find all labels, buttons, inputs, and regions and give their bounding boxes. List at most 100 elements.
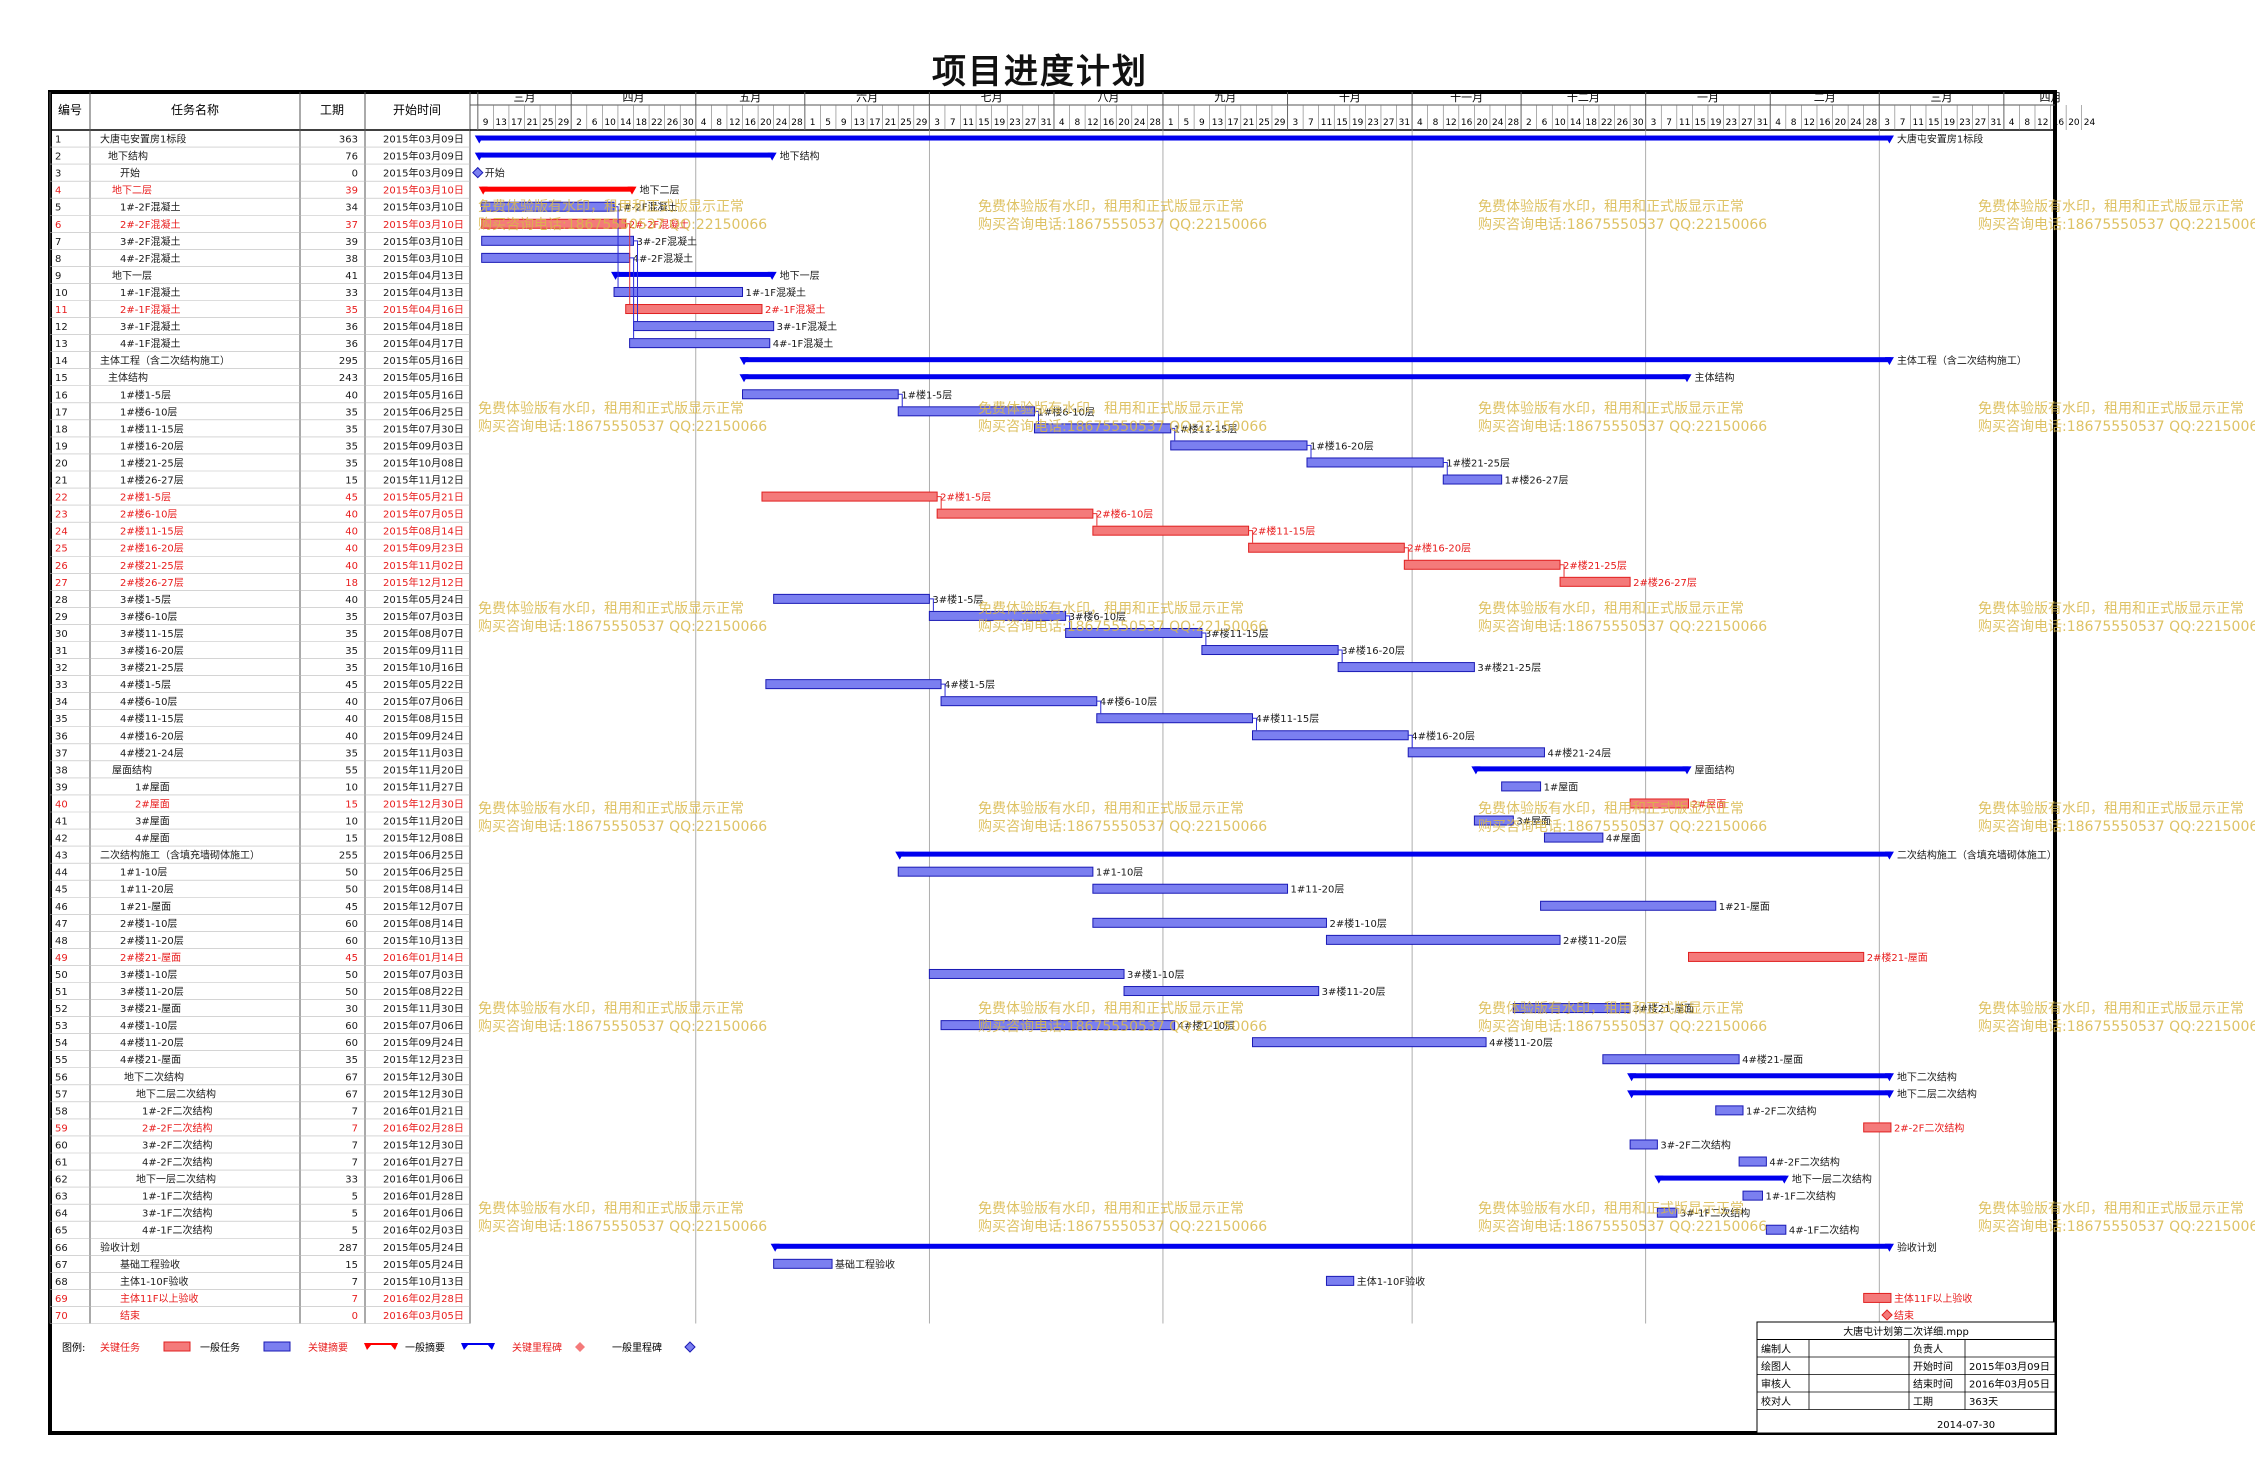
- task-name: 2#楼26-27层: [120, 576, 184, 589]
- gantt-bar: [1543, 832, 1604, 843]
- day-tick-label: 20: [760, 118, 772, 128]
- gantt-bar: [1092, 917, 1327, 928]
- bar-label: 4#楼11-20层: [1489, 1036, 1553, 1049]
- month-label: 五月: [739, 91, 761, 104]
- task-start: 2016年01月06日: [383, 1173, 464, 1186]
- day-tick-label: 3: [1651, 118, 1657, 128]
- bar-label: 3#楼1-10层: [1127, 968, 1184, 981]
- task-name: 3#-1F二次结构: [142, 1207, 212, 1220]
- bar-label: 1#-2F二次结构: [1746, 1104, 1816, 1117]
- task-duration: 60: [345, 936, 358, 947]
- summary-cap: [739, 357, 749, 366]
- task-duration: 40: [345, 595, 358, 606]
- task-start: 2015年10月16日: [383, 661, 464, 674]
- task-id: 65: [55, 1226, 68, 1237]
- day-tick-label: 12: [1445, 118, 1456, 128]
- gantt-bar: [629, 338, 771, 349]
- task-duration: 37: [345, 220, 358, 231]
- task-name: 1#楼6-10层: [120, 405, 177, 418]
- task-duration: 15: [345, 476, 358, 487]
- bar-label: 2#-2F混凝土: [629, 218, 689, 231]
- task-start: 2015年11月03日: [383, 746, 464, 759]
- task-start: 2015年10月13日: [383, 934, 464, 947]
- dependency-link: [929, 598, 934, 611]
- task-id: 24: [55, 527, 68, 538]
- task-duration: 243: [339, 373, 358, 384]
- task-name: 3#楼11-20层: [120, 985, 184, 998]
- month-label: 十二月: [1567, 90, 1600, 104]
- day-tick-label: 6: [592, 118, 598, 128]
- day-tick-label: 27: [1741, 118, 1752, 128]
- task-name: 4#楼1-10层: [120, 1019, 177, 1032]
- info-cell: 负责人: [1913, 1343, 1943, 1356]
- task-id: 49: [55, 953, 68, 964]
- task-name: 地下二层: [112, 184, 152, 197]
- task-name: 1#-1F混凝土: [120, 286, 180, 299]
- day-tick-label: 11: [1912, 118, 1923, 128]
- task-name: 主体11F以上验收: [120, 1292, 198, 1305]
- task-start: 2015年08月14日: [383, 917, 464, 930]
- task-name: 二次结构施工（含填充墙砌体施工）: [100, 849, 260, 862]
- gantt-bar: [1863, 1292, 1892, 1303]
- task-start: 2015年07月06日: [383, 695, 464, 708]
- bar-label: 1#楼26-27层: [1505, 474, 1569, 487]
- day-tick-label: 3: [1884, 118, 1890, 128]
- gantt-bar: [1092, 883, 1289, 894]
- day-tick-label: 31: [1990, 118, 2001, 128]
- bar-label: 2#屋面: [1692, 798, 1727, 810]
- task-id: 17: [55, 407, 68, 418]
- info-cell: 2016年03月05日: [1969, 1378, 2050, 1391]
- task-name: 2#楼16-20层: [120, 542, 184, 555]
- task-id: 11: [55, 305, 68, 316]
- task-duration: 35: [345, 748, 358, 759]
- bar-label: 4#楼1-5层: [944, 678, 995, 691]
- task-start: 2015年09月23日: [383, 542, 464, 555]
- task-start: 2015年05月21日: [383, 491, 464, 504]
- bar-label: 1#楼16-20层: [1310, 439, 1374, 452]
- task-start: 2015年05月22日: [383, 678, 464, 691]
- task-name: 1#-1F二次结构: [142, 1190, 212, 1203]
- dependency-link: [898, 393, 903, 407]
- task-duration: 38: [345, 254, 358, 265]
- task-id: 6: [55, 220, 61, 231]
- day-tick-label: 29: [1274, 118, 1286, 128]
- task-duration: 35: [345, 1055, 358, 1066]
- day-tick-label: 8: [1433, 118, 1439, 128]
- bar-label: 验收计划: [1897, 1241, 1937, 1254]
- day-tick-label: 8: [1074, 118, 1080, 128]
- task-id: 64: [55, 1209, 68, 1220]
- task-start: 2015年05月16日: [383, 388, 464, 401]
- task-start: 2015年06月25日: [383, 849, 464, 862]
- task-duration: 50: [345, 987, 358, 998]
- gantt-bar: [481, 201, 615, 212]
- task-name: 2#屋面: [135, 798, 170, 810]
- task-id: 39: [55, 782, 68, 793]
- task-start: 2016年01月27日: [383, 1156, 464, 1169]
- task-duration: 41: [345, 271, 358, 282]
- bar-label: 3#楼21-25层: [1477, 661, 1541, 674]
- bar-label: 1#楼11-15层: [1174, 422, 1238, 435]
- summary-cap: [767, 152, 777, 161]
- month-label: 六月: [856, 91, 878, 104]
- day-tick-label: 15: [1336, 118, 1347, 128]
- day-tick-label: 14: [620, 118, 632, 128]
- task-name: 3#楼16-20层: [120, 644, 184, 657]
- task-duration: 0: [352, 169, 358, 180]
- bar-label: 1#屋面: [1544, 781, 1579, 793]
- task-duration: 67: [345, 1089, 358, 1100]
- task-duration: 35: [345, 646, 358, 657]
- task-name: 主体工程（含二次结构施工）: [100, 354, 230, 367]
- task-start: 2015年09月24日: [383, 729, 464, 742]
- task-duration: 35: [345, 407, 358, 418]
- task-name: 2#楼1-5层: [120, 491, 171, 504]
- day-tick-label: 1: [810, 118, 816, 128]
- task-duration: 7: [352, 1123, 358, 1134]
- legend-label: 一般摘要: [405, 1341, 445, 1354]
- task-id: 1: [55, 135, 61, 146]
- task-name: 3#楼1-5层: [120, 593, 171, 606]
- gantt-bar: [897, 866, 1094, 877]
- day-tick-label: 12: [2037, 118, 2048, 128]
- dependency-link: [1201, 632, 1207, 646]
- gantt-bar: [765, 679, 942, 690]
- task-id: 21: [55, 476, 68, 487]
